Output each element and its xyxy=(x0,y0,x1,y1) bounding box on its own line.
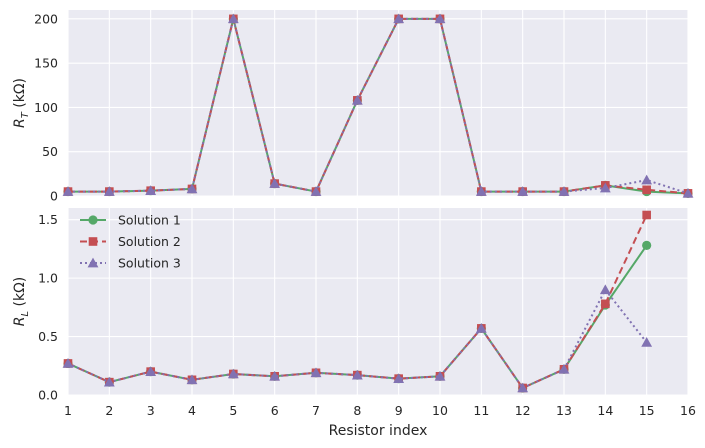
data-point xyxy=(103,376,115,387)
data-point xyxy=(641,337,653,347)
x-tick-label: 1 xyxy=(64,403,72,418)
x-tick-label: 6 xyxy=(271,403,279,418)
data-point xyxy=(351,94,363,105)
rt-panel: 0 50 100 150 200 RT (kΩ) xyxy=(12,10,694,204)
legend-label: Solution 3 xyxy=(118,256,181,271)
data-point xyxy=(62,358,74,368)
data-point xyxy=(310,367,322,378)
x-tick-label: 11 xyxy=(473,403,489,418)
data-point xyxy=(351,369,363,380)
data-point xyxy=(475,186,487,196)
plot-background xyxy=(68,208,688,395)
x-tick-label: 14 xyxy=(597,403,613,418)
data-point xyxy=(558,363,570,374)
data-point xyxy=(145,366,157,376)
data-point xyxy=(269,178,281,188)
x-tick-label: 7 xyxy=(312,403,320,418)
x-tick-label: 12 xyxy=(515,403,531,418)
data-point xyxy=(145,185,157,196)
data-point xyxy=(475,322,487,333)
data-point xyxy=(642,210,651,220)
data-point xyxy=(601,299,610,309)
y-tick-label: 200 xyxy=(34,11,58,26)
series-3 xyxy=(62,13,694,198)
x-tick-label: 3 xyxy=(147,403,155,418)
data-point xyxy=(186,374,198,385)
series-3 xyxy=(62,284,653,393)
y-tick-label: 100 xyxy=(34,100,58,115)
data-point xyxy=(227,368,239,379)
x-tick-label: 16 xyxy=(680,403,696,418)
series-line xyxy=(68,17,689,195)
legend-item: Solution 2 xyxy=(80,234,181,249)
data-point xyxy=(227,13,239,24)
data-point xyxy=(62,186,74,196)
data-point xyxy=(558,186,570,196)
data-point xyxy=(642,185,651,195)
y-tick-label: 0.5 xyxy=(38,329,58,344)
legend-marker xyxy=(87,257,99,268)
series-line xyxy=(68,17,689,195)
data-point xyxy=(599,182,611,193)
x-tick-label: 9 xyxy=(395,403,403,418)
data-point xyxy=(393,373,405,383)
x-tick-label: 5 xyxy=(229,403,237,418)
rl-panel: 0.0 0.5 1.0 1.5 RL (kΩ) xyxy=(12,208,689,403)
legend-label: Solution 1 xyxy=(118,213,181,228)
data-point xyxy=(434,13,446,24)
x-tick-label: 15 xyxy=(639,403,655,418)
data-point xyxy=(186,183,198,194)
data-point xyxy=(517,186,529,196)
legend-item: Solution 3 xyxy=(80,256,181,271)
x-tick-label: 4 xyxy=(188,403,196,418)
legend-marker xyxy=(88,237,98,246)
data-point xyxy=(310,186,322,196)
y-axis-label: RL (kΩ) xyxy=(12,277,31,327)
data-point xyxy=(393,13,405,24)
data-point xyxy=(517,382,529,393)
x-tick-label: 13 xyxy=(556,403,572,418)
legend-item: Solution 1 xyxy=(80,213,181,228)
y-tick-label: 0 xyxy=(50,189,58,204)
data-point xyxy=(641,174,653,185)
x-tick-label: 8 xyxy=(353,403,361,418)
legend-label: Solution 2 xyxy=(118,234,181,249)
legend-marker xyxy=(88,215,98,225)
data-point xyxy=(269,370,281,381)
data-point xyxy=(599,284,611,295)
y-tick-label: 0.0 xyxy=(38,388,58,403)
data-point xyxy=(642,240,652,250)
data-point xyxy=(682,187,694,198)
x-tick-label: 2 xyxy=(105,403,113,418)
y-tick-label: 1.0 xyxy=(38,271,58,286)
y-tick-label: 50 xyxy=(42,144,58,159)
y-tick-label: 150 xyxy=(34,56,58,71)
data-point xyxy=(434,370,446,381)
x-axis-label: Resistor index xyxy=(329,423,428,439)
x-tick-label: 10 xyxy=(432,403,448,418)
plot-background xyxy=(68,10,688,196)
legend: Solution 1 Solution 2 Solution 3 xyxy=(80,213,181,271)
y-tick-label: 1.5 xyxy=(38,212,58,227)
data-point xyxy=(103,186,115,196)
y-axis-label: RT (kΩ) xyxy=(12,78,31,128)
